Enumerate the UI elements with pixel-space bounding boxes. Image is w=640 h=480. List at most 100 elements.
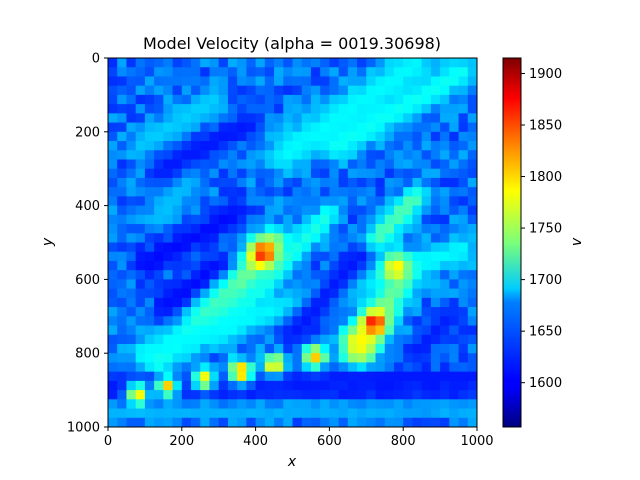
heatmap-cell: [255, 214, 266, 225]
heatmap-cell: [357, 177, 367, 188]
heatmap-cell: [440, 58, 450, 68]
heatmap-cell: [117, 187, 127, 197]
heatmap-cell: [357, 316, 367, 326]
heatmap-cell: [338, 390, 349, 400]
heatmap-cell: [458, 58, 469, 68]
heatmap-cell: [126, 224, 137, 234]
heatmap-cell: [200, 371, 210, 382]
heatmap-cell: [440, 279, 450, 290]
heatmap-cell: [320, 279, 330, 290]
heatmap-cell: [292, 159, 303, 170]
heatmap-cell: [366, 76, 376, 87]
heatmap-cell: [191, 380, 201, 391]
heatmap-cell: [357, 131, 367, 142]
heatmap-cell: [191, 362, 201, 373]
heatmap-cell: [467, 159, 478, 170]
heatmap-cell: [412, 279, 423, 290]
heatmap-cell: [181, 279, 192, 290]
heatmap-cell: [117, 94, 127, 105]
heatmap-cell: [237, 260, 247, 271]
heatmap-cell: [126, 150, 137, 160]
heatmap-cell: [366, 343, 376, 354]
heatmap-cell: [283, 251, 293, 262]
heatmap-cell: [218, 113, 229, 123]
heatmap-cell: [467, 325, 478, 336]
heatmap-cell: [255, 224, 266, 234]
x-tick-label: 400: [243, 434, 268, 449]
heatmap-cell: [467, 122, 478, 133]
heatmap-cell: [449, 260, 459, 271]
heatmap-cell: [264, 85, 275, 96]
heatmap-cell: [430, 85, 441, 96]
heatmap-cell: [255, 67, 266, 77]
heatmap-cell: [393, 270, 404, 280]
heatmap-cell: [209, 307, 220, 317]
heatmap-cell: [200, 380, 210, 391]
heatmap-cell: [440, 242, 450, 253]
heatmap-cell: [458, 288, 469, 299]
heatmap-cell: [310, 224, 321, 234]
heatmap-cell: [430, 334, 441, 345]
heatmap-cell: [412, 399, 423, 409]
heatmap-cell: [440, 159, 450, 170]
heatmap-cell: [255, 288, 266, 299]
heatmap-cell: [384, 260, 395, 271]
heatmap-cell: [366, 168, 376, 179]
heatmap-cell: [366, 85, 376, 96]
heatmap-cell: [338, 67, 349, 77]
heatmap-cell: [421, 325, 432, 336]
heatmap-cell: [144, 58, 155, 68]
heatmap-cell: [172, 214, 183, 225]
heatmap-cell: [301, 362, 312, 373]
heatmap-cell: [347, 76, 358, 87]
heatmap-cell: [403, 343, 413, 354]
heatmap-cell: [246, 390, 257, 400]
heatmap-cell: [172, 362, 183, 373]
heatmap-cell: [191, 122, 201, 133]
heatmap-cell: [393, 141, 404, 151]
heatmap-cell: [154, 251, 164, 262]
heatmap-cell: [144, 85, 155, 96]
heatmap-cell: [255, 362, 266, 373]
heatmap-cell: [458, 316, 469, 326]
heatmap-cell: [227, 58, 238, 68]
y-tick-label: 800: [75, 347, 100, 362]
heatmap-cell: [283, 58, 293, 68]
heatmap-cell: [412, 390, 423, 400]
heatmap-cell: [154, 343, 164, 354]
heatmap-cells: [108, 58, 478, 428]
heatmap-cell: [467, 187, 478, 197]
heatmap-cell: [357, 251, 367, 262]
heatmap-cell: [108, 233, 118, 243]
heatmap-cell: [421, 390, 432, 400]
heatmap-cell: [144, 343, 155, 354]
heatmap-cell: [329, 67, 340, 77]
heatmap-cell: [172, 316, 183, 326]
heatmap-cell: [246, 353, 257, 363]
heatmap-cell: [403, 316, 413, 326]
heatmap-cell: [292, 94, 303, 105]
heatmap-cell: [264, 141, 275, 151]
heatmap-cell: [246, 131, 257, 142]
heatmap-cell: [154, 408, 164, 419]
heatmap-cell: [458, 343, 469, 354]
heatmap-cell: [430, 168, 441, 179]
heatmap-cell: [264, 288, 275, 299]
heatmap-cell: [264, 334, 275, 345]
heatmap-cell: [301, 297, 312, 308]
heatmap-cell: [357, 168, 367, 179]
heatmap-cell: [384, 104, 395, 114]
heatmap-cell: [375, 177, 386, 188]
heatmap-cell: [329, 131, 340, 142]
heatmap-cell: [412, 122, 423, 133]
heatmap-cell: [246, 288, 257, 299]
heatmap-cell: [255, 390, 266, 400]
heatmap-cell: [366, 205, 376, 216]
heatmap-cell: [209, 316, 220, 326]
heatmap-cell: [440, 288, 450, 299]
heatmap-cell: [384, 270, 395, 280]
heatmap-cell: [329, 104, 340, 114]
heatmap-cell: [154, 371, 164, 382]
heatmap-cell: [393, 177, 404, 188]
heatmap-cell: [421, 224, 432, 234]
